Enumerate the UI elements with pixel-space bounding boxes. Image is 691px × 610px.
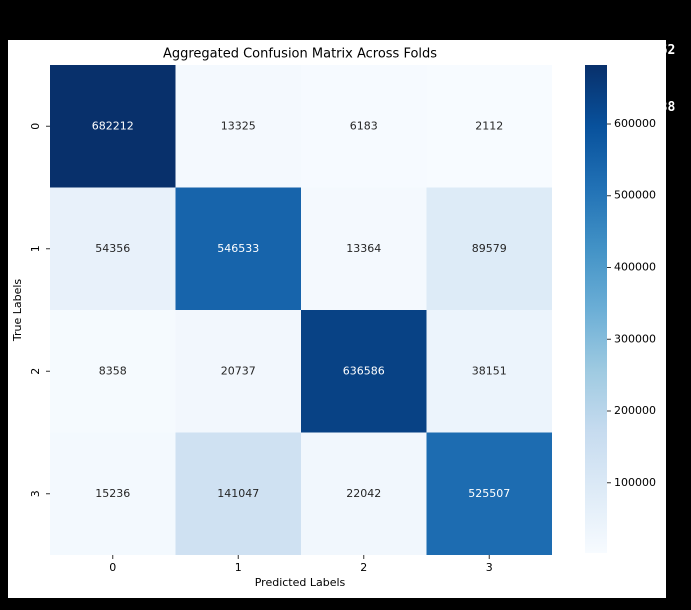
heatmap-cell xyxy=(426,432,552,555)
chart-title: Aggregated Confusion Matrix Across Folds xyxy=(163,47,437,62)
cell-label: 8358 xyxy=(99,364,127,377)
cell-label: 15236 xyxy=(95,487,130,500)
y-axis-label: True Labels xyxy=(11,279,24,343)
heatmap-cell xyxy=(175,187,301,310)
colorbar-tick-label: 400000 xyxy=(614,260,656,273)
cell-label: 89579 xyxy=(472,242,507,255)
cell-label: 525507 xyxy=(468,487,510,500)
cell-label: 6183 xyxy=(350,119,378,132)
colorbar-tick-label: 200000 xyxy=(614,404,656,417)
cell-label: 38151 xyxy=(472,364,507,377)
x-tick-label: 1 xyxy=(235,561,242,574)
cell-label: 2112 xyxy=(475,119,503,132)
heatmap-cell xyxy=(426,310,552,433)
heatmap-cell xyxy=(50,187,176,310)
cell-label: 141047 xyxy=(217,487,259,500)
y-tick-label: 2 xyxy=(29,368,42,375)
cell-label: 13325 xyxy=(221,119,256,132)
heatmap-cell xyxy=(426,65,552,188)
heatmap-cell xyxy=(301,310,427,433)
cell-label: 13364 xyxy=(346,242,381,255)
heatmap-cell xyxy=(50,432,176,555)
colorbar xyxy=(585,65,607,553)
cell-label: 54356 xyxy=(95,242,130,255)
cell-label: 22042 xyxy=(346,487,381,500)
heatmap-cell xyxy=(175,432,301,555)
colorbar-tick-label: 600000 xyxy=(614,117,656,130)
x-axis-label: Predicted Labels xyxy=(255,576,346,589)
cell-label: 20737 xyxy=(221,364,256,377)
heatmap-cell xyxy=(175,65,301,188)
heatmap-cell xyxy=(301,432,427,555)
cell-label: 636586 xyxy=(343,364,385,377)
cell-label: 682212 xyxy=(92,119,134,132)
heatmap-cell xyxy=(50,310,176,433)
heatmap-cell xyxy=(301,187,427,310)
y-tick-label: 3 xyxy=(29,490,42,497)
heatmap-cell xyxy=(175,310,301,433)
y-tick-label: 1 xyxy=(29,245,42,252)
heatmap-cell xyxy=(426,187,552,310)
colorbar-tick-label: 500000 xyxy=(614,189,656,202)
colorbar-tick-label: 100000 xyxy=(614,476,656,489)
heatmap-cell xyxy=(301,65,427,188)
x-tick-label: 3 xyxy=(486,561,493,574)
x-tick-label: 2 xyxy=(360,561,367,574)
colorbar-tick-label: 300000 xyxy=(614,332,656,345)
cell-label: 546533 xyxy=(217,242,259,255)
chart: Aggregated Confusion Matrix Across Folds… xyxy=(8,40,666,598)
x-tick-label: 0 xyxy=(109,561,116,574)
y-tick-label: 0 xyxy=(29,123,42,130)
heatmap-cell xyxy=(50,65,176,188)
